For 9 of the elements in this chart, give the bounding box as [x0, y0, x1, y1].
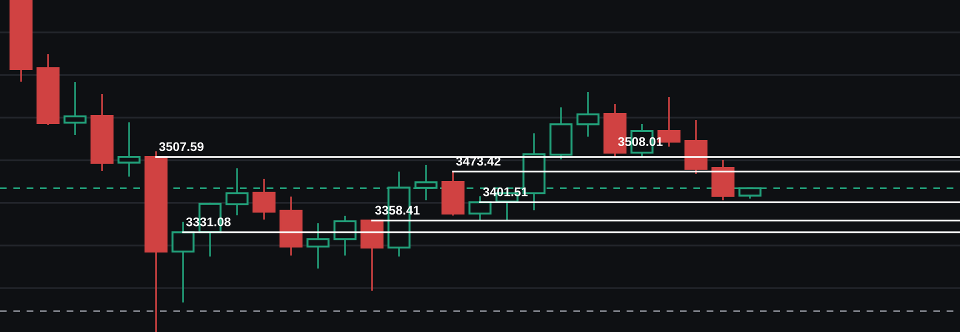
candlestick: [252, 178, 276, 220]
candlestick: [226, 167, 249, 216]
candlestick: [118, 121, 141, 178]
ref-line-label: 3507.59: [159, 142, 204, 152]
candlestick: [334, 215, 357, 256]
candlestick: [468, 195, 492, 222]
candlestick: [64, 81, 87, 136]
candlestick: [306, 222, 330, 270]
candlestick: [576, 91, 600, 138]
